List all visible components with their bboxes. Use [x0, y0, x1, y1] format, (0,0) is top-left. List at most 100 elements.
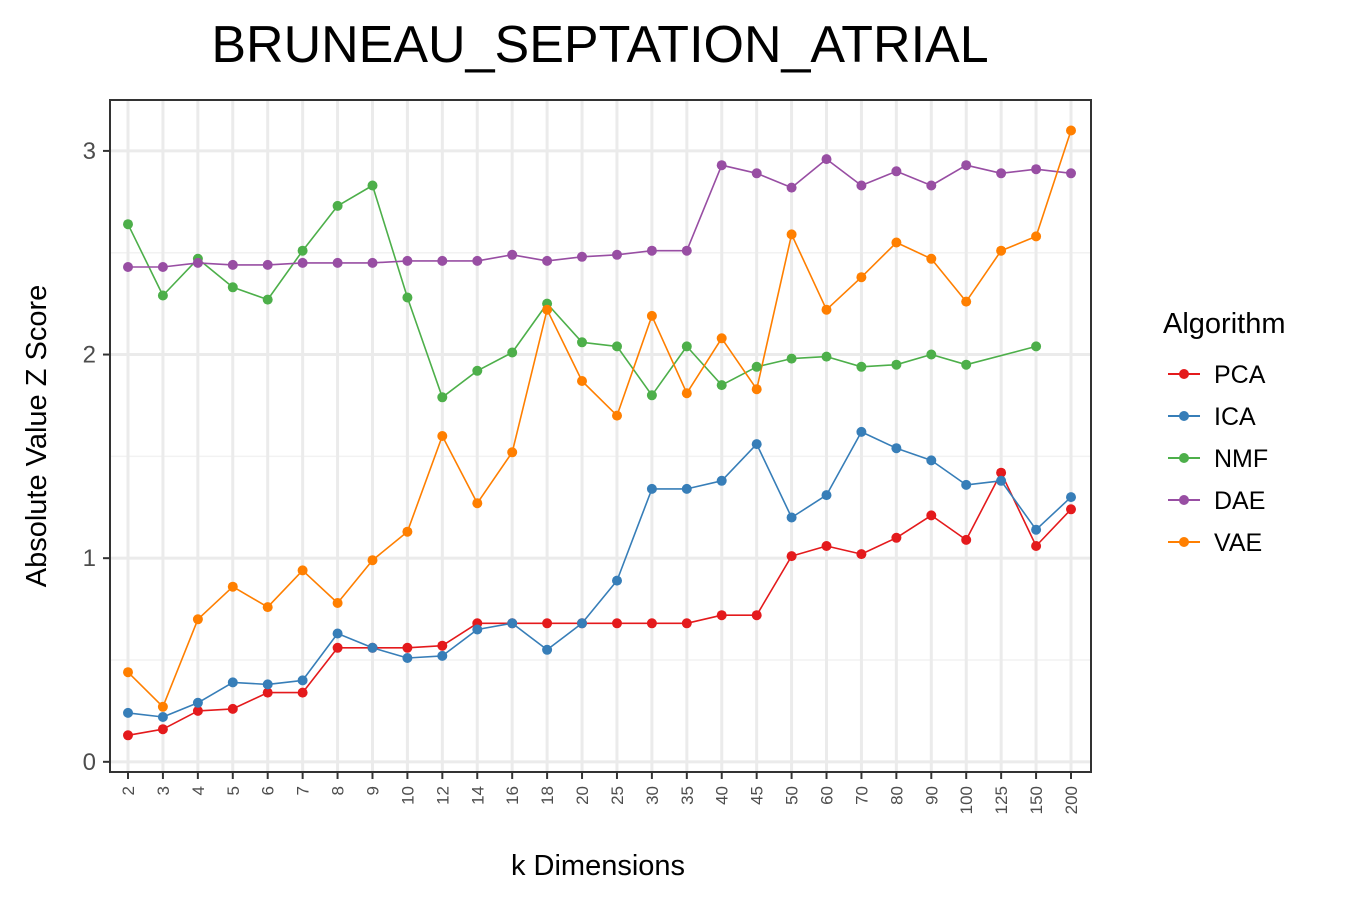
x-tick-label: 40: [713, 786, 732, 805]
data-point-pca: [681, 618, 692, 629]
data-point-pca: [646, 618, 657, 629]
x-tick-label: 20: [573, 786, 592, 805]
legend-items: PCA ICA NMF DAE VAE: [1168, 361, 1268, 557]
x-tick-label: 80: [887, 786, 906, 805]
data-point-pca: [856, 549, 867, 560]
data-point-vae: [227, 581, 238, 592]
data-point-dae: [646, 245, 657, 256]
legend-point-nmf: [1179, 453, 1189, 463]
data-point-pca: [612, 618, 622, 629]
data-point-dae: [926, 180, 937, 191]
chart-title: BRUNEAU_SEPTATION_ATRIAL: [211, 16, 988, 74]
data-point-dae: [437, 255, 448, 266]
data-point-vae: [1066, 125, 1076, 136]
data-point-nmf: [856, 361, 867, 372]
legend-label-ica: ICA: [1214, 403, 1256, 431]
x-tick-label: 16: [503, 786, 522, 805]
data-point-pca: [891, 532, 902, 543]
data-point-pca: [821, 541, 832, 551]
data-point-dae: [786, 182, 797, 193]
data-point-nmf: [157, 290, 168, 301]
data-point-vae: [996, 245, 1007, 256]
data-point-pca: [996, 467, 1007, 478]
x-tick-label: 12: [433, 786, 452, 805]
x-axis-title: k Dimensions: [511, 850, 685, 882]
legend-label-nmf: NMF: [1214, 445, 1268, 473]
data-point-pca: [716, 610, 727, 621]
data-point-pca: [332, 642, 343, 653]
x-tick-label: 30: [643, 786, 662, 805]
data-point-dae: [262, 259, 273, 270]
data-point-pca: [123, 730, 133, 741]
data-point-pca: [227, 703, 238, 714]
data-point-dae: [123, 262, 133, 272]
data-point-nmf: [227, 282, 238, 293]
data-point-dae: [157, 262, 168, 272]
data-point-nmf: [786, 353, 797, 364]
data-point-vae: [821, 304, 832, 315]
data-point-ica: [472, 624, 483, 635]
data-point-ica: [996, 475, 1007, 486]
x-tick-label: 150: [1027, 786, 1046, 814]
series-line-ica: [127, 431, 1072, 718]
series-line-vae: [127, 130, 1072, 708]
data-point-nmf: [507, 347, 518, 358]
data-point-dae: [507, 249, 518, 260]
data-point-pca: [751, 610, 762, 621]
y-tick-label: 0: [83, 749, 96, 776]
data-point-vae: [192, 614, 203, 625]
data-point-vae: [262, 602, 273, 613]
data-point-ica: [612, 575, 622, 586]
data-point-ica: [681, 483, 692, 494]
data-point-vae: [542, 304, 553, 315]
data-point-ica: [891, 443, 902, 454]
data-point-vae: [961, 296, 972, 307]
data-point-nmf: [681, 341, 692, 352]
data-point-dae: [1066, 168, 1076, 179]
data-point-vae: [926, 253, 937, 264]
data-point-vae: [472, 498, 483, 509]
data-point-dae: [472, 255, 483, 266]
data-point-pca: [402, 642, 413, 653]
data-point-nmf: [926, 349, 937, 360]
x-tick-label: 45: [748, 786, 767, 805]
data-point-nmf: [821, 351, 832, 362]
data-point-ica: [262, 679, 273, 690]
data-point-ica: [577, 618, 587, 629]
data-point-dae: [891, 166, 902, 177]
data-point-dae: [402, 255, 413, 266]
x-tick-label: 18: [538, 786, 557, 805]
data-point-ica: [751, 439, 762, 450]
data-point-nmf: [402, 292, 413, 303]
data-point-ica: [542, 644, 553, 655]
data-point-dae: [751, 168, 762, 179]
data-point-dae: [996, 168, 1007, 179]
legend-point-pca: [1179, 369, 1189, 379]
data-point-ica: [1066, 492, 1076, 503]
legend-title: Algorithm: [1163, 308, 1286, 340]
x-tick-label: 4: [189, 786, 208, 795]
data-point-pca: [297, 687, 308, 698]
data-point-ica: [123, 707, 133, 718]
legend-point-vae: [1179, 537, 1189, 547]
data-point-nmf: [577, 337, 587, 348]
data-point-ica: [716, 475, 727, 486]
data-point-ica: [646, 483, 657, 494]
data-point-ica: [367, 642, 378, 653]
data-point-ica: [332, 628, 343, 639]
data-point-ica: [507, 618, 518, 629]
data-point-ica: [157, 712, 168, 722]
data-point-pca: [157, 724, 168, 735]
x-tick-label: 35: [678, 786, 697, 805]
y-tick-label: 2: [83, 342, 96, 369]
x-tick-label: 100: [957, 786, 976, 814]
data-point-pca: [926, 510, 937, 521]
x-tick-label: 6: [259, 786, 278, 795]
data-point-nmf: [891, 359, 902, 370]
legend: Algorithm PCA ICA NMF DAE VAE: [1163, 308, 1286, 557]
x-tick-label: 8: [329, 786, 348, 795]
data-point-dae: [681, 245, 692, 256]
legend-label-vae: VAE: [1214, 529, 1262, 557]
series-points: [123, 125, 1076, 741]
